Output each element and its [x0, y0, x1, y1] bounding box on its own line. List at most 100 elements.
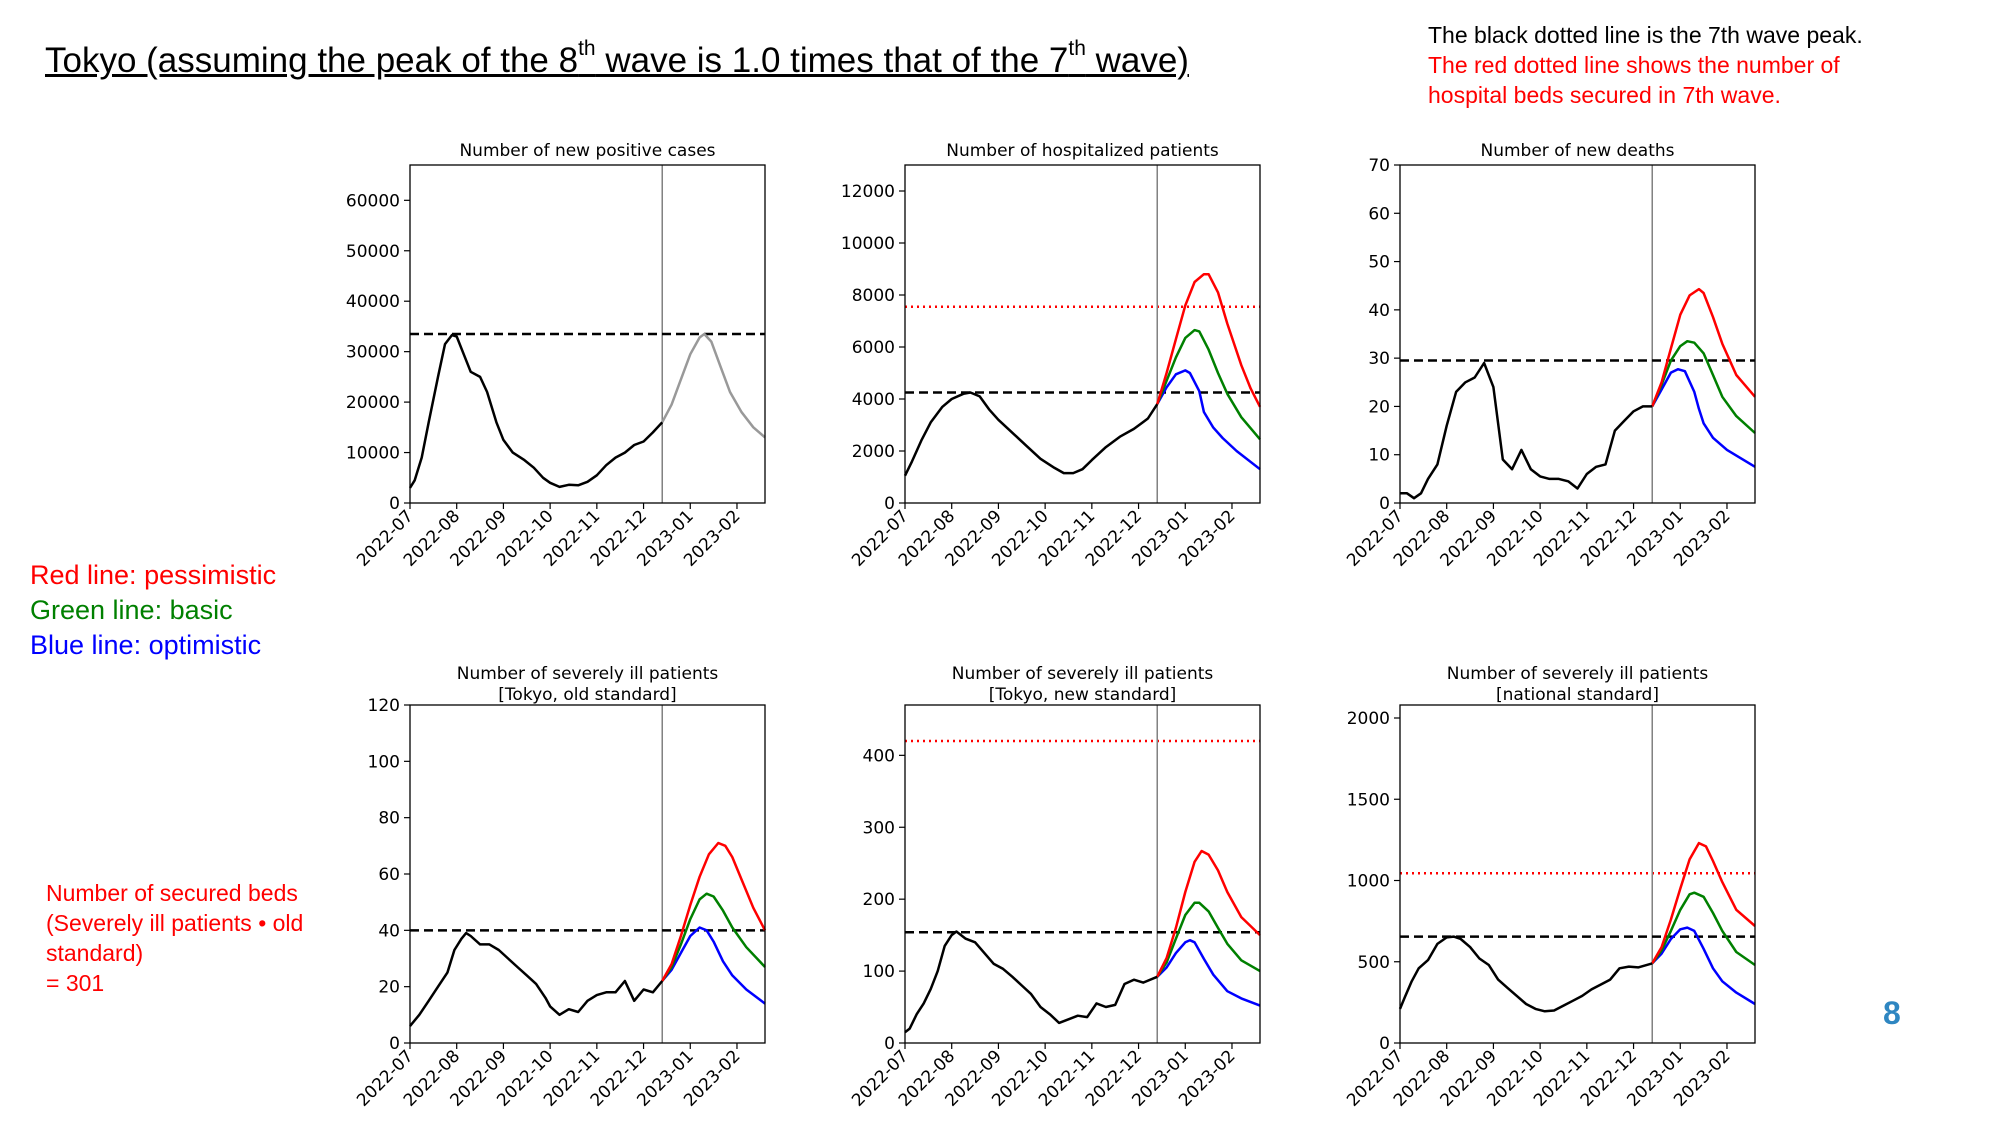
legend-optimistic: Blue line: optimistic — [30, 630, 262, 660]
chart-panel-6: Number of severely ill patients[national… — [1343, 664, 1756, 1111]
y-tick-label: 20000 — [346, 393, 400, 413]
plot-frame — [904, 704, 1261, 1044]
y-tick-label: 30 — [1368, 349, 1390, 369]
y-tick-label: 500 — [1358, 953, 1390, 973]
y-tick-label: 120 — [368, 696, 400, 716]
y-tick-label: 10 — [1368, 446, 1390, 466]
chart-panel-3: Number of new deaths0102030405060702022-… — [1343, 141, 1756, 571]
secured-beds-note: Number of secured beds (Severely ill pat… — [46, 878, 346, 998]
chart-subtitle: [Tokyo, new standard] — [989, 685, 1177, 705]
y-tick-label: 0 — [884, 494, 895, 514]
y-tick-label: 300 — [863, 818, 895, 838]
pessimistic-series-line — [1651, 287, 1756, 407]
title-sup-1: th — [578, 37, 596, 60]
y-tick-label: 12000 — [841, 182, 895, 202]
y-tick-label: 20 — [1368, 397, 1390, 417]
y-tick-label: 1000 — [1347, 872, 1390, 892]
slide-title: Tokyo (assuming the peak of the 8th wave… — [45, 37, 1189, 82]
note-red-2: hospital beds secured in 7th wave. — [1428, 82, 1781, 108]
title-sup-2: th — [1068, 37, 1086, 60]
y-tick-label: 80 — [378, 809, 400, 829]
chart-title: Number of severely ill patients — [1447, 664, 1709, 684]
basic-series-line — [1156, 901, 1261, 978]
peak-note: The black dotted line is the 7th wave pe… — [1428, 20, 1863, 110]
y-tick-label: 20 — [378, 978, 400, 998]
chart-title: Number of new deaths — [1481, 141, 1675, 161]
chart-panel-4: Number of severely ill patients[Tokyo, o… — [353, 664, 767, 1111]
beds-line-3: standard) — [46, 940, 144, 966]
y-tick-label: 60 — [378, 865, 400, 885]
legend-basic: Green line: basic — [30, 595, 233, 625]
observed-series-line — [1398, 935, 1653, 1013]
projection-series-line — [661, 332, 766, 439]
chart-title: Number of severely ill patients — [457, 664, 719, 684]
y-tick-label: 40 — [1368, 301, 1390, 321]
title-text-1: Tokyo (assuming the peak of the 8 — [45, 41, 579, 80]
y-tick-label: 200 — [863, 890, 895, 910]
optimistic-series-line — [1156, 369, 1261, 471]
y-tick-label: 70 — [1368, 156, 1390, 176]
scenario-legend: Red line: pessimistic Green line: basic … — [30, 558, 276, 663]
basic-series-line — [1651, 339, 1756, 434]
chart-title: Number of hospitalized patients — [946, 141, 1219, 161]
chart-subtitle: [national standard] — [1496, 685, 1659, 705]
beds-line-2: (Severely ill patients • old — [46, 910, 304, 936]
observed-series-line — [409, 931, 664, 1027]
y-tick-label: 30000 — [346, 343, 400, 363]
optimistic-series-line — [1651, 367, 1756, 468]
y-tick-label: 1500 — [1347, 790, 1390, 810]
chart-title: Number of new positive cases — [459, 141, 715, 161]
y-tick-label: 8000 — [852, 286, 895, 306]
chart-subtitle: [Tokyo, old standard] — [498, 685, 676, 705]
pessimistic-series-line — [1651, 841, 1756, 965]
chart-panel-1: Number of new positive cases 0 10000 20000 3… — [346, 141, 766, 571]
beds-line-1: Number of secured beds — [46, 880, 298, 906]
y-tick-label: 100 — [863, 962, 895, 982]
y-tick-label: 40000 — [346, 292, 400, 312]
observed-series-line — [904, 930, 1158, 1034]
plot-frame — [409, 704, 766, 1044]
y-tick-label: 0 — [389, 494, 400, 514]
y-tick-label: 400 — [863, 746, 895, 766]
title-text-2: wave is 1.0 times that of the 7 — [595, 41, 1069, 80]
note-black: The black dotted line is the 7th wave pe… — [1428, 22, 1863, 48]
plot-frame — [904, 164, 1261, 504]
plot-frame — [1399, 704, 1756, 1044]
observed-series-line — [1400, 361, 1653, 500]
y-tick-label: 0 — [1379, 1034, 1390, 1054]
optimistic-series-line — [661, 926, 766, 1005]
chart-panel-2: Number of hospitalized patients 0 2000 4000… — [841, 141, 1262, 571]
y-tick-label: 40 — [378, 921, 400, 941]
basic-series-line — [1156, 328, 1261, 441]
y-tick-label: 100 — [368, 752, 400, 772]
observed-series-line — [408, 333, 664, 489]
optimistic-series-line — [1651, 926, 1756, 1006]
legend-pessimistic: Red line: pessimistic — [30, 560, 277, 590]
y-tick-label: 0 — [1379, 494, 1390, 514]
pessimistic-series-line — [1156, 849, 1261, 978]
pessimistic-series-line — [1156, 272, 1262, 408]
plot-frame — [409, 164, 766, 504]
y-tick-label: 60 — [1368, 204, 1390, 224]
basic-series-line — [1651, 891, 1756, 967]
pessimistic-series-line — [661, 841, 767, 982]
y-tick-label: 50000 — [346, 242, 400, 262]
beds-line-4: = 301 — [46, 970, 105, 996]
y-tick-label: 6000 — [852, 338, 895, 358]
page-number: 8 — [1883, 995, 1901, 1031]
plot-frame — [1399, 164, 1756, 504]
y-tick-label: 50 — [1368, 253, 1390, 273]
note-red-1: The red dotted line shows the number of — [1428, 52, 1840, 78]
chart-title: Number of severely ill patients — [952, 664, 1214, 684]
y-tick-label: 10000 — [346, 444, 400, 464]
y-tick-label: 60000 — [346, 191, 400, 211]
basic-series-line — [661, 892, 766, 982]
y-tick-label: 2000 — [1347, 709, 1390, 729]
y-tick-label: 10000 — [841, 234, 895, 254]
chart-panel-5: Number of severely ill patients[Tokyo, n… — [848, 664, 1261, 1111]
y-tick-label: 0 — [389, 1034, 400, 1054]
title-text-3: wave) — [1085, 41, 1189, 80]
y-tick-label: 2000 — [852, 442, 895, 462]
observed-series-line — [903, 391, 1159, 477]
